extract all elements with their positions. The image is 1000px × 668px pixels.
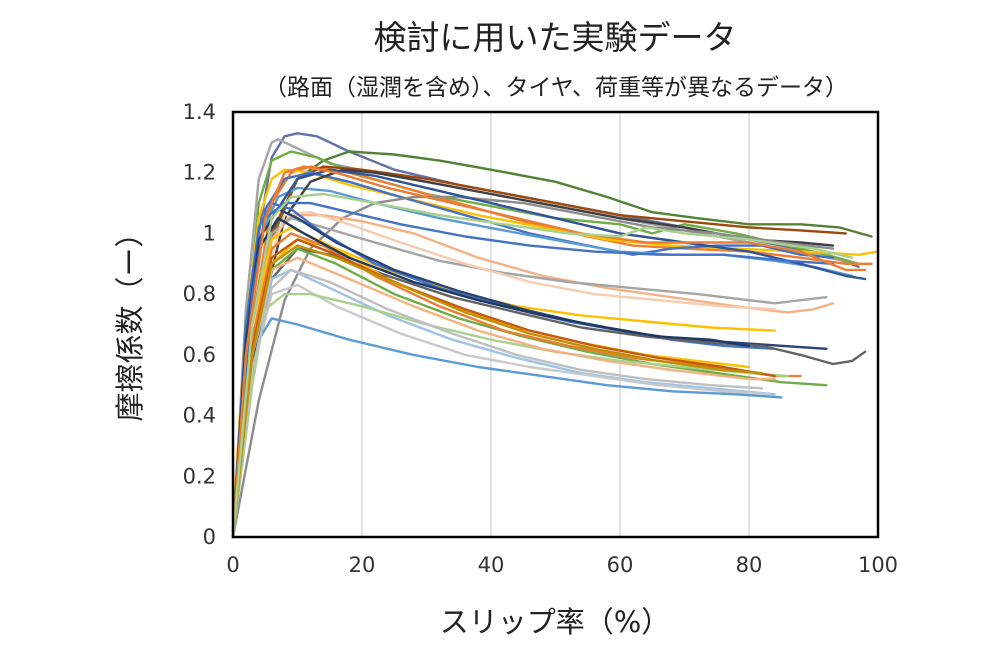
x-tick-label: 80 (736, 553, 763, 577)
series-layer (231, 132, 880, 539)
series-line-28 (231, 256, 776, 539)
x-tick-label: 60 (607, 553, 634, 577)
y-tick-label: 0.4 (183, 404, 216, 428)
series-line-11 (231, 195, 835, 539)
y-tick-label: 1.4 (183, 100, 216, 124)
series-line-30 (231, 216, 751, 539)
x-axis-label: スリップ率（%） (440, 605, 671, 639)
series-line-34 (231, 192, 854, 539)
y-tick-label: 0.6 (183, 343, 216, 367)
series-line-22 (231, 268, 776, 539)
x-tick-label: 40 (478, 553, 505, 577)
chart-subtitle: （路面（湿潤を含め）、タイヤ、荷重等が異なるデータ） (264, 75, 848, 101)
series-line-16 (231, 210, 776, 539)
series-line-6 (231, 165, 847, 533)
series-line-31 (231, 244, 764, 539)
series-line-7 (231, 168, 880, 523)
x-tick-label: 100 (858, 553, 898, 577)
y-tick-label: 0.2 (183, 464, 216, 488)
chart-title: 検討に用いた実験データ (374, 18, 737, 57)
y-tick-label: 1 (203, 221, 216, 245)
series-line-27 (231, 238, 776, 539)
x-tick-label: 0 (226, 553, 239, 577)
series-line-14 (231, 216, 828, 539)
y-tick-label: 0 (203, 525, 216, 549)
series-line-21 (231, 232, 802, 539)
y-tick-label: 0.8 (183, 282, 216, 306)
x-tick-label: 20 (349, 553, 376, 577)
y-axis-label: 摩擦係数（ー） (113, 218, 147, 421)
series-line-33 (231, 165, 867, 539)
tick-layer: 0 0.2 0.4 0.6 0.8 1 1.2 1.4 0 20 40 60 80 100 (183, 100, 898, 577)
y-tick-label: 1.2 (183, 161, 216, 185)
plot-frame (231, 110, 880, 539)
series-line-32 (231, 201, 835, 539)
series-line-29 (231, 268, 764, 539)
